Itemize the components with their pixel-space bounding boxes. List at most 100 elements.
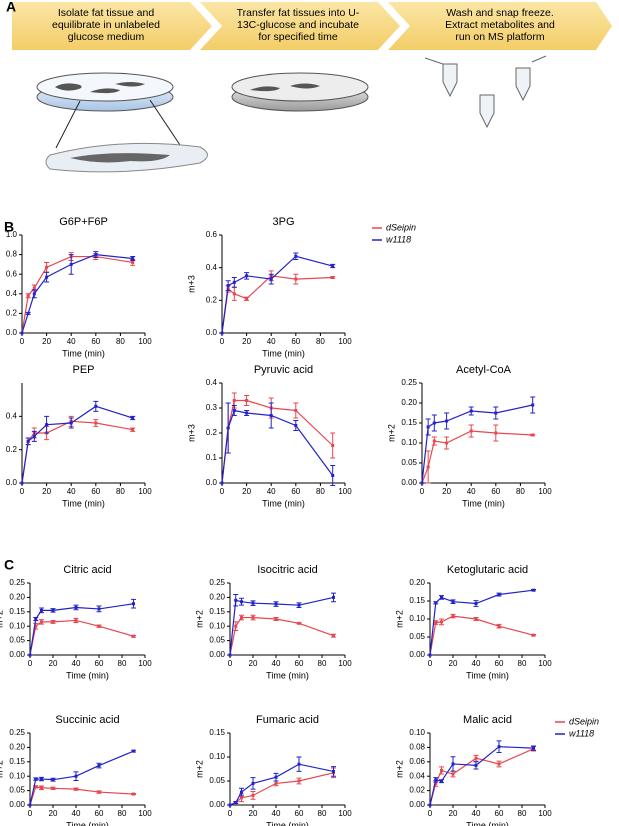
- x-tick-label: 100: [138, 809, 152, 818]
- panel-a: A B C: [4, 0, 612, 573]
- chart-title: PEP: [72, 364, 94, 376]
- point: [434, 601, 438, 605]
- y-tick-label: 0.4: [206, 263, 218, 272]
- dish: [36, 72, 174, 102]
- series-line: [429, 615, 534, 656]
- y-tick-label: 0.0: [206, 478, 218, 487]
- y-axis-label: m+2: [394, 760, 404, 778]
- point: [240, 616, 243, 620]
- point: [40, 608, 43, 612]
- point: [45, 265, 49, 269]
- point: [451, 600, 455, 604]
- y-tick-label: 0.20: [9, 743, 25, 752]
- point: [26, 294, 30, 298]
- x-tick-label: 100: [138, 659, 152, 668]
- point: [445, 419, 449, 423]
- x-tick-label: 40: [472, 809, 481, 818]
- y-tick-label: 0.25: [9, 578, 25, 587]
- point: [440, 595, 443, 599]
- point: [240, 796, 243, 800]
- point: [251, 781, 255, 785]
- x-tick-label: 80: [518, 809, 527, 818]
- x-tick-label: 0: [220, 487, 225, 496]
- y-tick-label: 0.20: [409, 578, 425, 587]
- y-tick-label: 0.0: [6, 478, 18, 487]
- x-axis-label: Time (min): [62, 348, 105, 358]
- fat-tissue: [55, 82, 145, 94]
- point: [474, 756, 478, 760]
- point: [245, 411, 249, 415]
- y-tick-label: 0.10: [209, 752, 225, 761]
- point: [294, 424, 298, 427]
- series-line: [421, 430, 533, 484]
- x-tick-label: 100: [138, 337, 152, 346]
- step-text: glucose medium: [68, 31, 145, 43]
- x-tick-label: 20: [449, 809, 458, 818]
- y-tick-label: 0.25: [401, 378, 417, 387]
- point: [131, 257, 135, 261]
- point: [451, 772, 455, 776]
- point: [40, 786, 43, 790]
- point: [74, 605, 78, 609]
- point: [294, 277, 298, 281]
- y-tick-label: 0.6: [206, 230, 218, 239]
- point: [269, 414, 273, 417]
- point: [94, 253, 98, 257]
- point: [294, 409, 298, 412]
- point: [51, 786, 55, 790]
- point: [228, 803, 232, 807]
- legend-label: w1118: [569, 728, 594, 738]
- point: [251, 601, 255, 605]
- x-tick-label: 0: [228, 809, 233, 818]
- x-tick-label: 0: [420, 487, 425, 496]
- series-line: [221, 399, 334, 484]
- y-axis-label: m+2: [194, 610, 204, 628]
- point: [420, 481, 424, 485]
- series-line: [429, 748, 534, 806]
- point: [331, 474, 335, 477]
- y-tick-label: 0.05: [9, 636, 25, 645]
- y-tick-label: 0.00: [9, 650, 25, 659]
- y-tick-label: 0.05: [209, 776, 225, 785]
- point: [432, 421, 436, 425]
- y-axis-label: m+3: [186, 275, 196, 293]
- point: [131, 416, 135, 420]
- y-tick-label: 0.20: [209, 593, 225, 602]
- series-line: [221, 409, 334, 484]
- y-tick-label: 0.00: [9, 800, 25, 809]
- x-tick-label: 100: [338, 659, 352, 668]
- point: [240, 600, 243, 604]
- point: [532, 746, 535, 750]
- point: [297, 779, 301, 783]
- x-tick-label: 20: [242, 487, 251, 496]
- y-tick-label: 0.15: [9, 607, 25, 616]
- x-tick-label: 60: [91, 487, 100, 496]
- y-tick-label: 0.02: [409, 786, 425, 795]
- point: [232, 280, 236, 284]
- legend-label: w1118: [386, 234, 411, 244]
- tubes: [424, 55, 547, 129]
- x-tick-label: 20: [249, 809, 258, 818]
- point: [245, 297, 249, 301]
- point: [332, 595, 335, 599]
- panel-label: B: [4, 219, 14, 235]
- point: [226, 284, 230, 288]
- series-line: [429, 589, 534, 656]
- x-tick-label: 60: [95, 809, 104, 818]
- x-tick-label: 80: [118, 809, 127, 818]
- chart-title: Succinic acid: [55, 714, 119, 726]
- x-tick-label: 80: [116, 487, 125, 496]
- point: [274, 775, 278, 779]
- x-tick-label: 80: [516, 487, 525, 496]
- y-tick-label: 0.4: [6, 411, 18, 420]
- panel-label: A: [6, 0, 16, 15]
- y-tick-label: 0.00: [409, 650, 425, 659]
- y-tick-label: 0.20: [401, 398, 417, 407]
- x-tick-label: 0: [28, 659, 33, 668]
- step-arrow: [388, 2, 612, 50]
- x-tick-label: 40: [272, 809, 281, 818]
- point: [245, 274, 249, 278]
- x-tick-label: 40: [72, 809, 81, 818]
- y-tick-label: 0.3: [206, 403, 218, 412]
- y-axis-label: m+2: [0, 760, 4, 778]
